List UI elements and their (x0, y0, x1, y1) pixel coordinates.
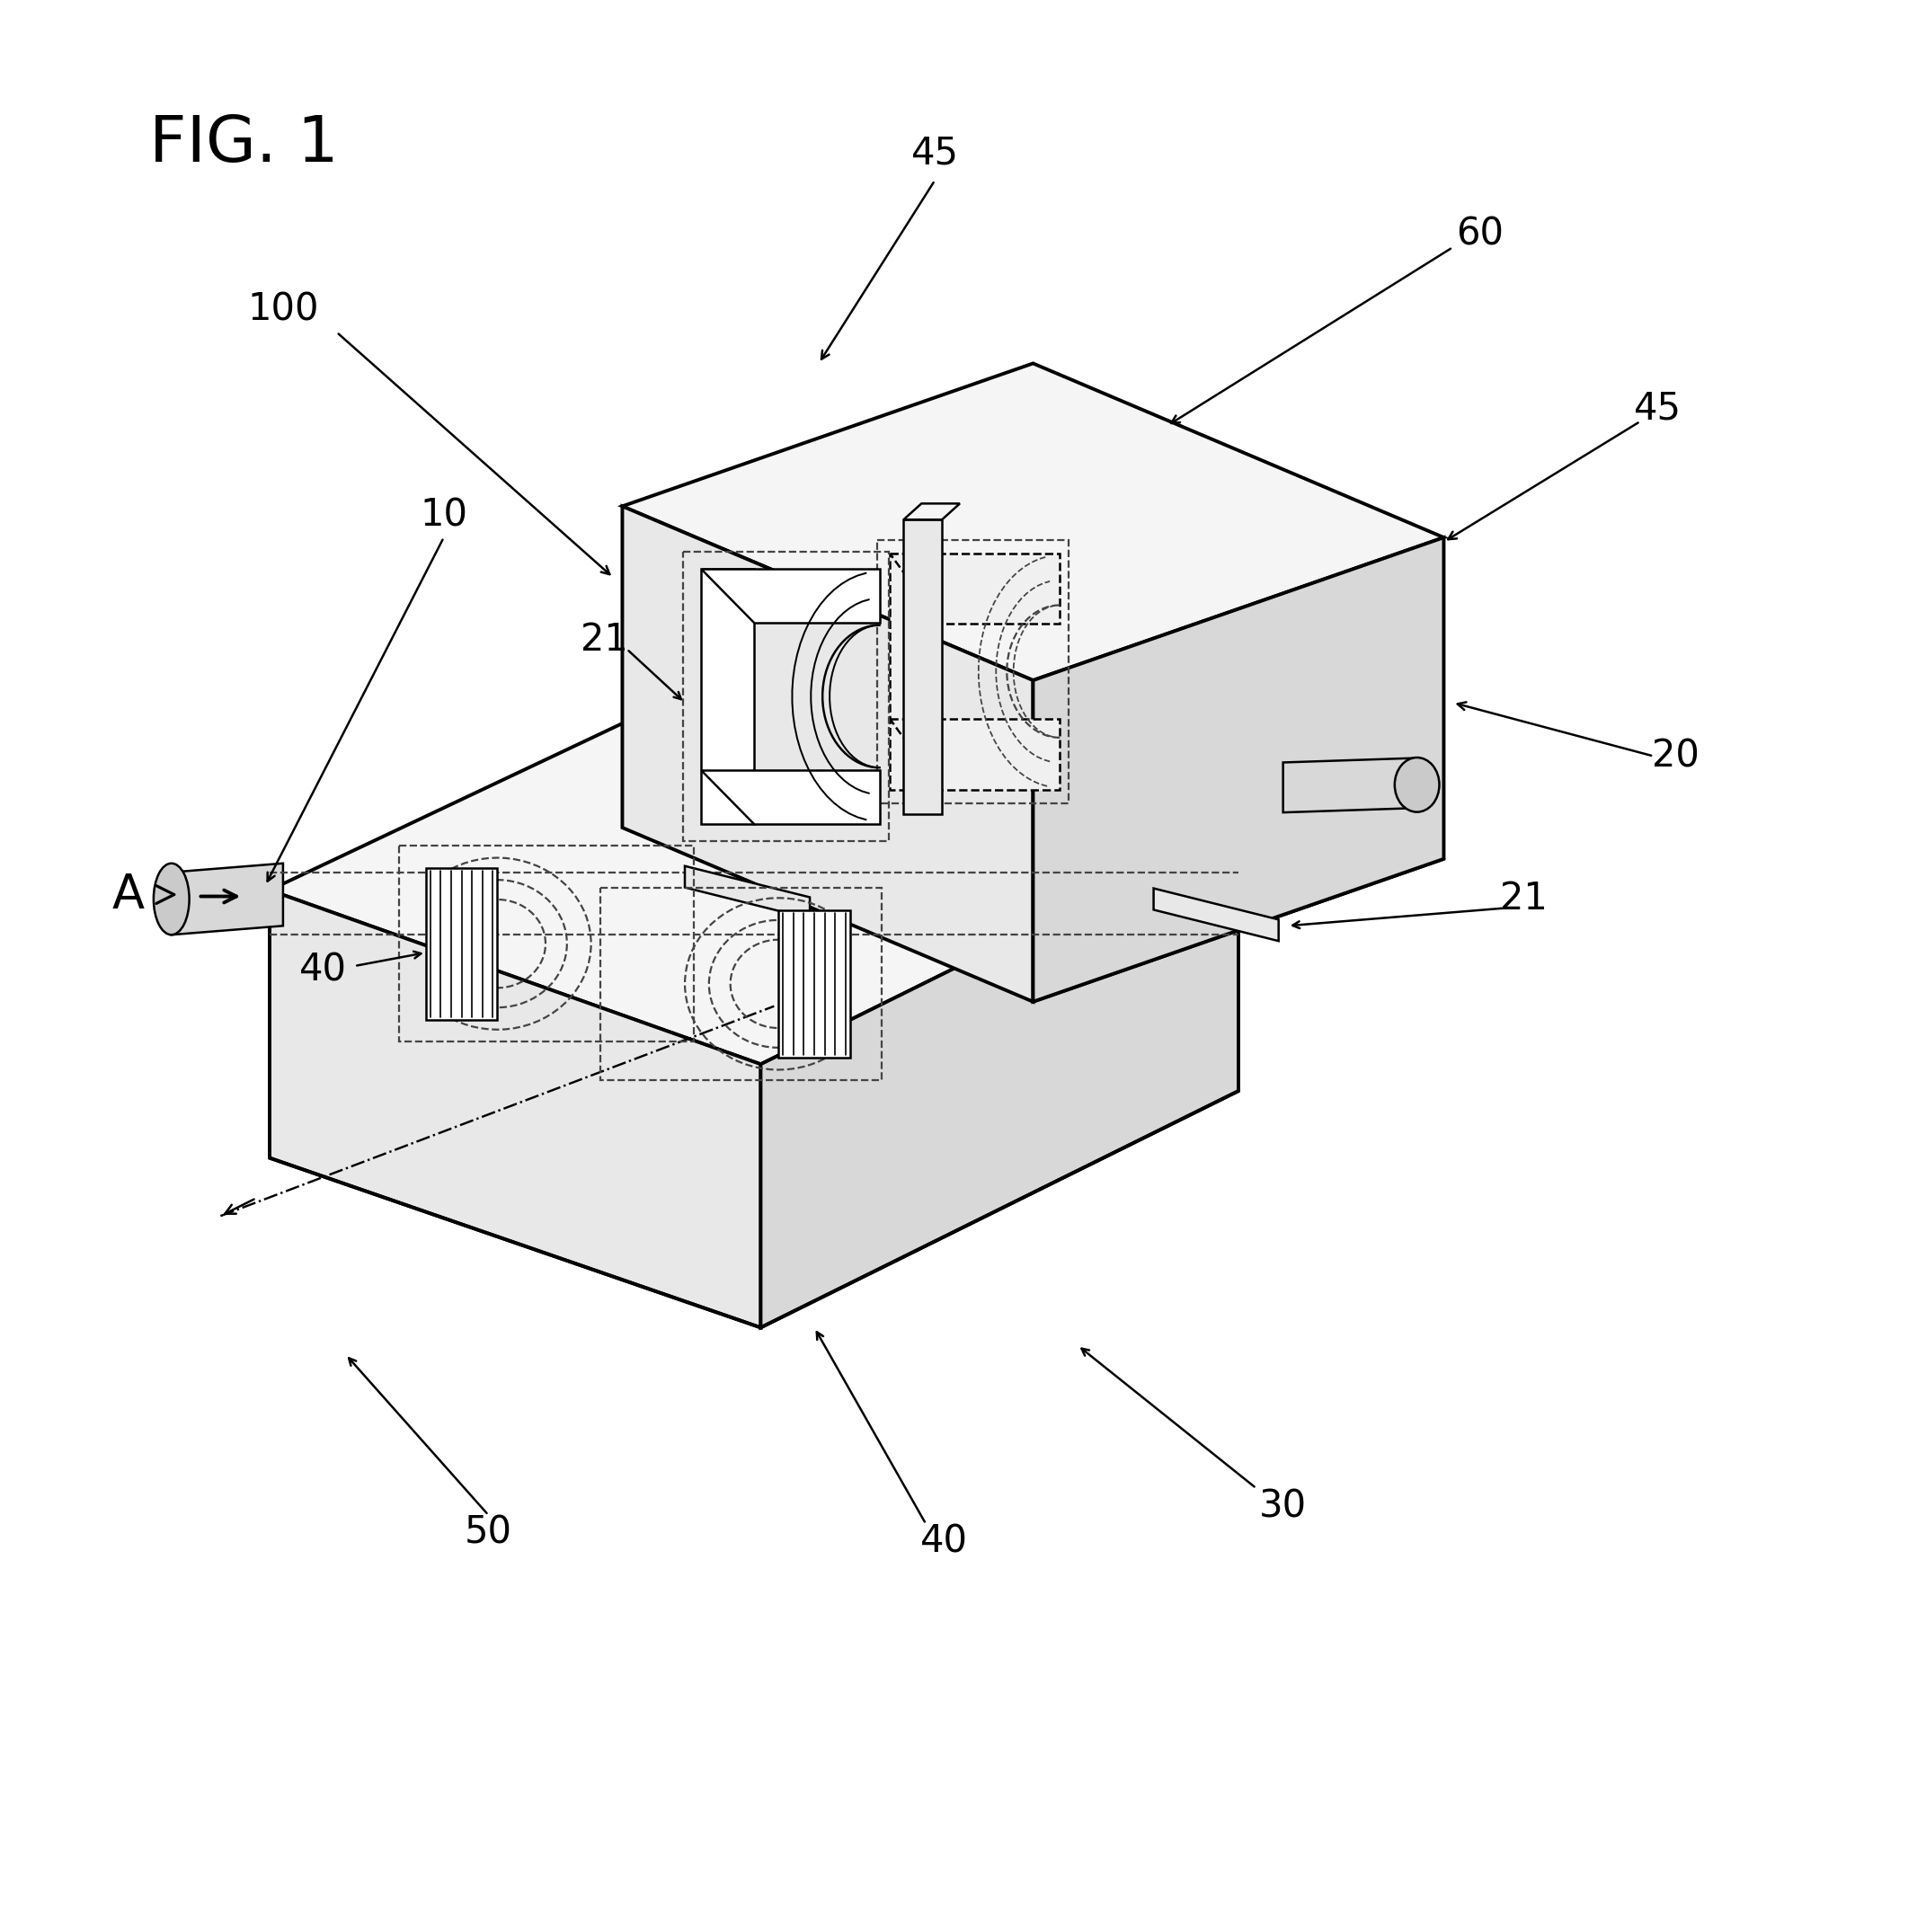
Text: 100: 100 (247, 292, 318, 328)
Polygon shape (623, 363, 1444, 680)
Polygon shape (903, 520, 941, 813)
Polygon shape (684, 866, 809, 920)
Text: 10: 10 (420, 497, 468, 533)
Polygon shape (761, 827, 1238, 1327)
Polygon shape (903, 504, 960, 520)
Polygon shape (171, 864, 284, 935)
Text: A: A (113, 871, 144, 918)
Text: 21: 21 (1501, 881, 1547, 918)
Ellipse shape (1396, 757, 1440, 811)
Polygon shape (270, 891, 761, 1327)
Text: 40: 40 (920, 1522, 968, 1561)
Polygon shape (889, 553, 941, 790)
Text: 30: 30 (1259, 1488, 1307, 1524)
Polygon shape (426, 867, 497, 1020)
Text: 45: 45 (1635, 388, 1681, 427)
Polygon shape (889, 719, 1060, 790)
Polygon shape (702, 771, 880, 823)
Polygon shape (1154, 889, 1279, 941)
Polygon shape (623, 506, 1033, 1001)
Polygon shape (889, 553, 1060, 624)
Ellipse shape (153, 864, 190, 935)
Text: FIG. 1: FIG. 1 (150, 114, 339, 176)
Text: 40: 40 (299, 952, 347, 989)
Text: 60: 60 (1455, 214, 1503, 253)
Text: 20: 20 (1652, 738, 1700, 775)
Text: 21: 21 (581, 622, 629, 659)
Polygon shape (702, 570, 755, 823)
Text: 50: 50 (464, 1515, 512, 1551)
Polygon shape (702, 570, 880, 622)
Polygon shape (1033, 537, 1444, 1001)
Polygon shape (1282, 757, 1417, 813)
Polygon shape (778, 910, 849, 1057)
Polygon shape (270, 659, 1238, 1065)
Text: 45: 45 (911, 135, 958, 172)
